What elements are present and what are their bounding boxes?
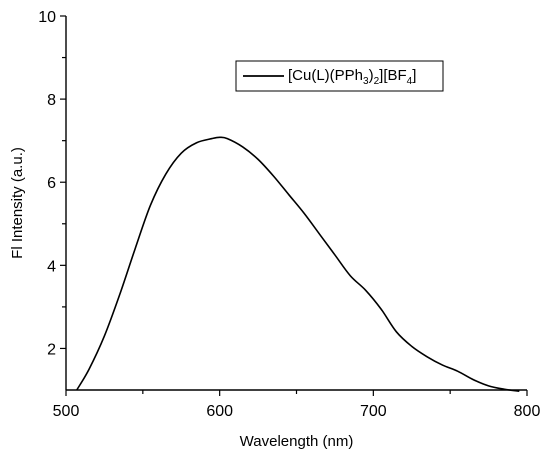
x-axis-title: Wavelength (nm): [240, 433, 354, 450]
legend-label: [Cu(L)(PPh3)2][BF4]: [288, 67, 416, 87]
y-tick-label: 6: [47, 175, 56, 192]
legend: [Cu(L)(PPh3)2][BF4]: [235, 60, 444, 92]
y-axis-ticks: 2 4 6 8 10: [38, 9, 66, 358]
legend-box: [235, 60, 444, 92]
series-layer: [76, 136, 520, 393]
x-tick-label: 700: [360, 403, 387, 420]
y-tick-label: 2: [47, 341, 56, 358]
x-tick-label: 600: [206, 403, 233, 420]
series-line: [76, 136, 520, 393]
y-axis-title: Fl Intensity (a.u.): [9, 147, 26, 259]
y-tick-label: 4: [47, 258, 56, 275]
x-tick-label: 500: [53, 403, 80, 420]
x-tick-label: 800: [514, 403, 541, 420]
y-tick-label: 8: [47, 92, 56, 109]
x-axis-ticks: 500 600 700 800: [53, 390, 541, 420]
y-tick-label: 10: [38, 9, 56, 26]
